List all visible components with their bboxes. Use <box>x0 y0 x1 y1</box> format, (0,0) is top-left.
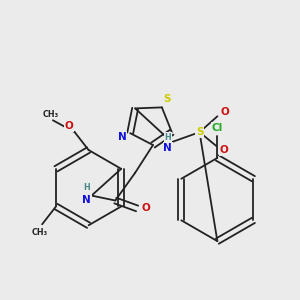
Text: O: O <box>221 107 230 117</box>
Text: N: N <box>164 143 172 153</box>
Text: N: N <box>118 132 127 142</box>
Text: CH₃: CH₃ <box>43 110 59 119</box>
Text: S: S <box>163 94 171 104</box>
Text: O: O <box>220 145 229 155</box>
Text: H: H <box>83 183 90 192</box>
Text: S: S <box>196 127 203 137</box>
Text: CH₃: CH₃ <box>32 228 48 237</box>
Text: Cl: Cl <box>212 123 223 133</box>
Text: H: H <box>164 133 171 142</box>
Text: O: O <box>142 203 150 214</box>
Text: O: O <box>64 121 73 131</box>
Text: N: N <box>82 194 91 205</box>
